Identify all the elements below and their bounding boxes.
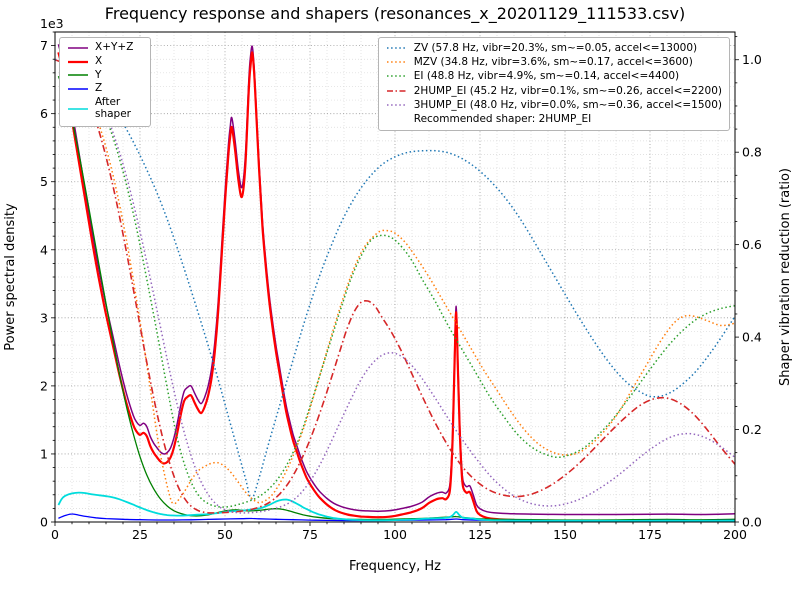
curve-psd-y bbox=[57, 75, 735, 521]
legend-label: EI (48.8 Hz, vibr=4.9%, sm~=0.14, accel<… bbox=[413, 70, 680, 83]
legend-line-sample bbox=[68, 74, 88, 77]
left-tick-label: 6 bbox=[40, 106, 48, 121]
left-tick-label: 5 bbox=[40, 174, 48, 189]
tick-marks bbox=[51, 31, 739, 526]
legend-item: Z bbox=[67, 82, 143, 96]
legend-line-sample bbox=[386, 61, 407, 64]
legend-item: MZV (34.8 Hz, vibr=3.6%, sm~=0.17, accel… bbox=[386, 55, 722, 69]
legend-line-sample bbox=[386, 89, 407, 92]
legend-item: Y bbox=[67, 69, 143, 83]
right-tick-label: 0.0 bbox=[742, 515, 762, 530]
left-tick-label: 2 bbox=[40, 378, 48, 393]
legend-line-sample bbox=[68, 88, 88, 90]
legend-footer-text: Recommended shaper: 2HUMP_EI bbox=[413, 112, 592, 125]
legend-label: Z bbox=[95, 82, 103, 95]
left-tick-label: 3 bbox=[40, 310, 48, 325]
legend-item: X+Y+Z bbox=[67, 41, 143, 55]
right-tick-label: 0.2 bbox=[742, 422, 762, 437]
left-tick-label: 4 bbox=[40, 242, 48, 257]
legend-item: ZV (57.8 Hz, vibr=20.3%, sm~=0.05, accel… bbox=[386, 41, 722, 55]
left-tick-label: 1 bbox=[40, 446, 48, 461]
curve-shaper-2hump-ei bbox=[55, 58, 735, 514]
legend-line-sample bbox=[386, 47, 407, 49]
right-tick-label: 1.0 bbox=[742, 52, 762, 67]
right-tick-label: 0.8 bbox=[742, 145, 762, 160]
legend-item: 2HUMP_EI (45.2 Hz, vibr=0.1%, sm~=0.26, … bbox=[386, 84, 722, 98]
left-axis-label: Power spectral density bbox=[3, 203, 18, 351]
curves bbox=[55, 44, 735, 522]
legend-line-sample bbox=[68, 47, 88, 49]
legend-item: X bbox=[67, 55, 143, 69]
x-tick-label: 125 bbox=[468, 527, 492, 542]
legend-label: Y bbox=[95, 68, 102, 81]
legend-item: EI (48.8 Hz, vibr=4.9%, sm~=0.14, accel<… bbox=[386, 69, 722, 83]
legend-item: After shaper bbox=[67, 96, 143, 122]
right-tick-label: 0.4 bbox=[742, 330, 762, 345]
curve-psd-x bbox=[57, 51, 735, 522]
left-tick-label: 7 bbox=[40, 38, 48, 53]
legend-shapers: ZV (57.8 Hz, vibr=20.3%, sm~=0.05, accel… bbox=[377, 37, 730, 132]
legend-line-sample bbox=[68, 107, 88, 110]
x-tick-label: 200 bbox=[723, 527, 747, 542]
legend-footer: Recommended shaper: 2HUMP_EI bbox=[386, 112, 722, 126]
x-tick-label: 75 bbox=[302, 527, 318, 542]
legend-line-sample bbox=[386, 103, 407, 106]
legend-item: 3HUMP_EI (48.0 Hz, vibr=0.0%, sm~=0.36, … bbox=[386, 98, 722, 112]
legend-label: X bbox=[95, 54, 103, 67]
legend-psd: X+Y+Z X Y Z After shaper bbox=[59, 37, 151, 127]
x-tick-label: 0 bbox=[51, 527, 59, 542]
x-tick-label: 50 bbox=[217, 527, 233, 542]
legend-label: After shaper bbox=[95, 96, 132, 120]
left-axis-offset-label: 1e3 bbox=[40, 16, 64, 31]
legend-label: ZV (57.8 Hz, vibr=20.3%, sm~=0.05, accel… bbox=[413, 42, 698, 54]
right-tick-label: 0.6 bbox=[742, 237, 762, 252]
legend-label: X+Y+Z bbox=[95, 41, 134, 53]
left-tick-label: 0 bbox=[40, 515, 48, 530]
legend-label: MZV (34.8 Hz, vibr=3.6%, sm~=0.17, accel… bbox=[413, 56, 693, 69]
x-tick-label: 175 bbox=[638, 527, 662, 542]
legend-label: 2HUMP_EI (45.2 Hz, vibr=0.1%, sm~=0.26, … bbox=[413, 84, 722, 97]
curve-after-shaper bbox=[57, 491, 735, 522]
chart-title: Frequency response and shapers (resonanc… bbox=[105, 4, 685, 24]
x-tick-label: 150 bbox=[553, 527, 577, 542]
right-axis-label: Shaper vibration reduction (ratio) bbox=[778, 168, 793, 386]
legend-label: 3HUMP_EI (48.0 Hz, vibr=0.0%, sm~=0.36, … bbox=[413, 98, 722, 111]
x-tick-label: 100 bbox=[383, 527, 407, 542]
legend-line-sample bbox=[386, 75, 407, 78]
legend-line-sample bbox=[68, 60, 88, 63]
tick-labels: 0 25 50 75 100 125 150 175 200 0 1 2 3 4 5 6 7 0.0 0.2 0.4 0… bbox=[40, 38, 762, 542]
x-axis-label: Frequency, Hz bbox=[349, 559, 441, 574]
x-tick-label: 25 bbox=[132, 527, 148, 542]
